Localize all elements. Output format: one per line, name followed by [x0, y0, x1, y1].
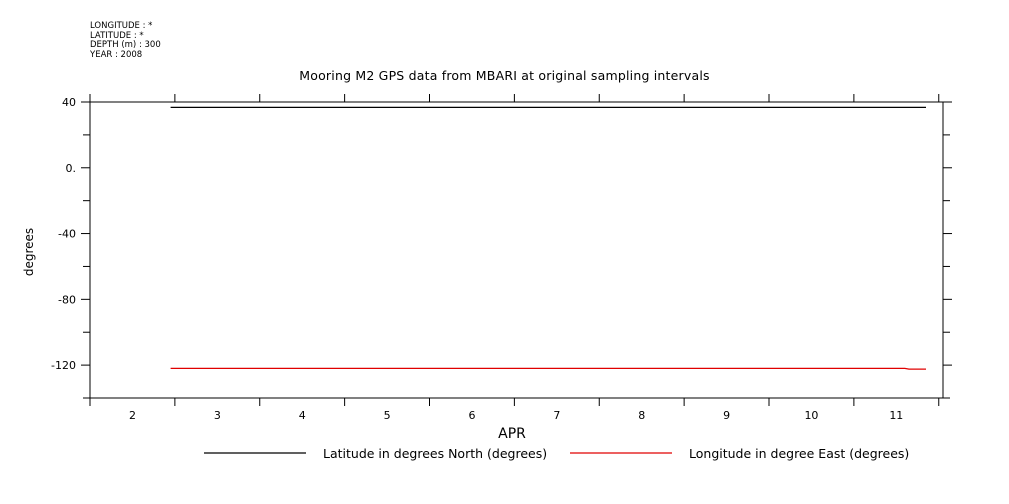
- meta-year: YEAR : 2008: [90, 49, 143, 60]
- x-tick-label: 3: [214, 409, 221, 422]
- y-tick-label: -80: [58, 293, 76, 306]
- legend-label: Longitude in degree East (degrees): [689, 446, 909, 461]
- y-axis-label: degrees: [22, 228, 36, 276]
- y-tick-label: 40: [62, 96, 76, 109]
- series-group: [170, 106, 926, 370]
- y-tick-label: -120: [51, 359, 76, 372]
- x-tick-label: 8: [638, 409, 645, 422]
- legend-label: Latitude in degrees North (degrees): [323, 446, 547, 461]
- series-line-longitude: [170, 367, 926, 370]
- meta-latitude: LATITUDE : *: [90, 30, 144, 41]
- axis-ticks: 40 0. -40 -80 -120 2 3 4 5 6 7 8 9 10 11: [51, 94, 952, 422]
- legend: Latitude in degrees North (degrees) Longi…: [204, 446, 909, 461]
- x-tick-label: 4: [299, 409, 306, 422]
- chart-title: Mooring M2 GPS data from MBARI at origin…: [299, 68, 710, 83]
- meta-depth: DEPTH (m) : 300: [90, 40, 161, 51]
- x-tick-label: 5: [384, 409, 391, 422]
- meta-longitude: LONGITUDE : *: [90, 21, 153, 31]
- y-tick-label: -40: [58, 228, 76, 241]
- plot-frame: [89, 101, 944, 399]
- x-tick-label: 9: [723, 409, 730, 422]
- x-axis-label: APR: [498, 426, 526, 442]
- x-tick-label: 2: [129, 409, 136, 422]
- x-tick-label: 11: [889, 409, 903, 422]
- x-tick-label: 7: [553, 409, 560, 422]
- x-tick-label: 10: [804, 409, 818, 422]
- x-tick-label: 6: [468, 409, 475, 422]
- y-tick-label: 0.: [66, 162, 77, 175]
- metadata-block: LONGITUDE : * LATITUDE : * DEPTH (m) : 3…: [90, 21, 161, 60]
